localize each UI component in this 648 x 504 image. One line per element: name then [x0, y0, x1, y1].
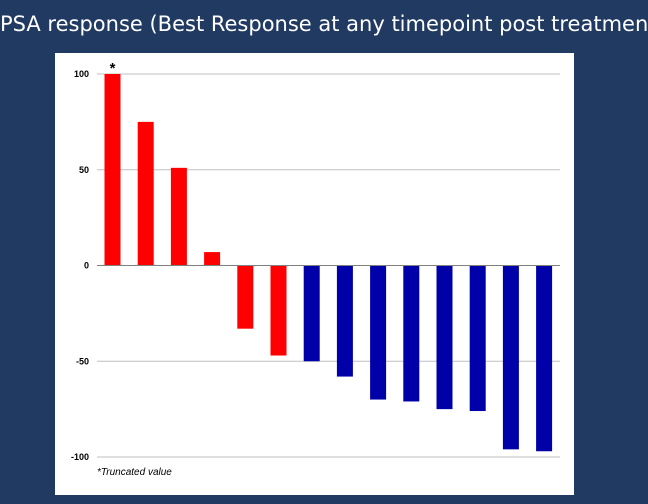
bar: [270, 265, 287, 356]
y-tick-label: -100: [71, 452, 89, 462]
bar: [336, 265, 353, 377]
slide-title: PSA response (Best Response at any timep…: [0, 12, 648, 36]
y-axis-tick-labels: 100 50 0 -50 -100: [71, 69, 89, 462]
bar: [303, 265, 320, 362]
bar: [469, 265, 486, 412]
bar: [536, 265, 553, 452]
chart-panel: 100 50 0 -50 -100 * *Truncated value: [55, 53, 574, 495]
y-tick-label: 100: [74, 69, 89, 79]
waterfall-chart: 100 50 0 -50 -100 *: [71, 60, 560, 462]
bar: [436, 265, 453, 410]
annotations: *: [110, 60, 116, 77]
bar-annotation: *: [110, 60, 116, 77]
y-tick-label: 50: [79, 165, 89, 175]
y-tick-label: -50: [76, 356, 89, 366]
truncated-value-note: *Truncated value: [97, 467, 172, 478]
bar: [370, 265, 387, 400]
bar: [204, 252, 221, 266]
bar: [403, 265, 420, 402]
y-tick-label: 0: [84, 261, 89, 271]
bar: [104, 74, 121, 266]
bar: [170, 167, 187, 266]
bar: [137, 121, 154, 266]
bars: [104, 74, 553, 452]
bar: [237, 265, 254, 329]
bar: [502, 265, 519, 450]
